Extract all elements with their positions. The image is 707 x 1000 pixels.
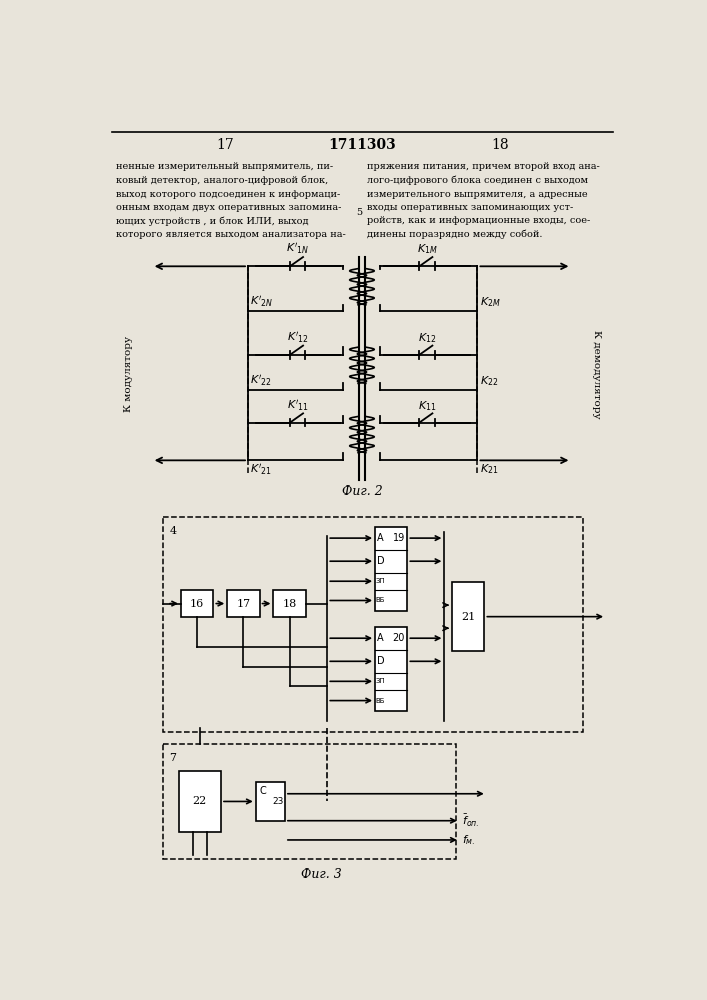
- Bar: [375, 627, 407, 711]
- Bar: [452, 582, 484, 651]
- Text: 20: 20: [392, 633, 405, 643]
- Bar: [163, 744, 456, 859]
- Text: $K'_{1N}$: $K'_{1N}$: [286, 241, 309, 256]
- Text: 22: 22: [193, 796, 207, 806]
- Text: ЗП: ЗП: [375, 578, 385, 584]
- Text: 5: 5: [356, 208, 362, 217]
- Bar: [256, 782, 285, 821]
- Text: $K_{1M}$: $K_{1M}$: [416, 242, 438, 256]
- Text: $K'_{11}$: $K'_{11}$: [287, 398, 308, 413]
- Text: ВБ: ВБ: [375, 698, 385, 704]
- Text: D: D: [377, 556, 384, 566]
- Text: 21: 21: [461, 612, 475, 622]
- Text: A: A: [377, 533, 384, 543]
- Text: ВБ: ВБ: [375, 597, 385, 603]
- Text: $K_{21}$: $K_{21}$: [480, 462, 498, 476]
- Bar: [227, 590, 259, 617]
- Text: К модулятору: К модулятору: [124, 336, 133, 412]
- Text: К демодулятору: К демодулятору: [592, 330, 601, 418]
- Text: 17: 17: [216, 138, 234, 152]
- Text: $K_{22}$: $K_{22}$: [480, 374, 498, 388]
- Text: 16: 16: [190, 599, 204, 609]
- Text: $\bar{f}_{оп.}$: $\bar{f}_{оп.}$: [462, 813, 479, 829]
- Text: 18: 18: [491, 138, 508, 152]
- Bar: [163, 517, 583, 732]
- Text: 4: 4: [170, 526, 177, 536]
- Text: $K_{11}$: $K_{11}$: [418, 399, 436, 413]
- Text: 7: 7: [170, 753, 177, 763]
- Text: $K_{2M}$: $K_{2M}$: [480, 296, 501, 309]
- Text: 23: 23: [273, 797, 284, 806]
- Text: D: D: [377, 656, 384, 666]
- Text: A: A: [377, 633, 384, 643]
- Text: Фиг. 3: Фиг. 3: [300, 868, 341, 881]
- Bar: [179, 771, 221, 832]
- Bar: [274, 590, 305, 617]
- Text: пряжения питания, причем второй вход ана-
лого-цифрового блока соединен с выходо: пряжения питания, причем второй вход ана…: [368, 162, 600, 239]
- Text: ненные измерительный выпрямитель, пи-
ковый детектор, аналого-цифровой блок,
вых: ненные измерительный выпрямитель, пи- ко…: [117, 162, 346, 239]
- Text: 1711303: 1711303: [328, 138, 396, 152]
- Text: ЗП: ЗП: [375, 678, 385, 684]
- Text: Фиг. 2: Фиг. 2: [341, 485, 382, 498]
- Bar: [181, 590, 214, 617]
- Text: 19: 19: [393, 533, 405, 543]
- Text: $K'_{21}$: $K'_{21}$: [250, 462, 272, 477]
- Text: $K'_{22}$: $K'_{22}$: [250, 373, 272, 388]
- Text: $K'_{12}$: $K'_{12}$: [287, 330, 308, 345]
- Bar: [375, 527, 407, 611]
- Text: 17: 17: [236, 599, 250, 609]
- Text: $K'_{2N}$: $K'_{2N}$: [250, 295, 274, 309]
- Text: $f_{м.}$: $f_{м.}$: [462, 833, 475, 847]
- Text: C: C: [259, 786, 267, 796]
- Text: $K_{12}$: $K_{12}$: [418, 331, 436, 345]
- Text: 18: 18: [283, 599, 297, 609]
